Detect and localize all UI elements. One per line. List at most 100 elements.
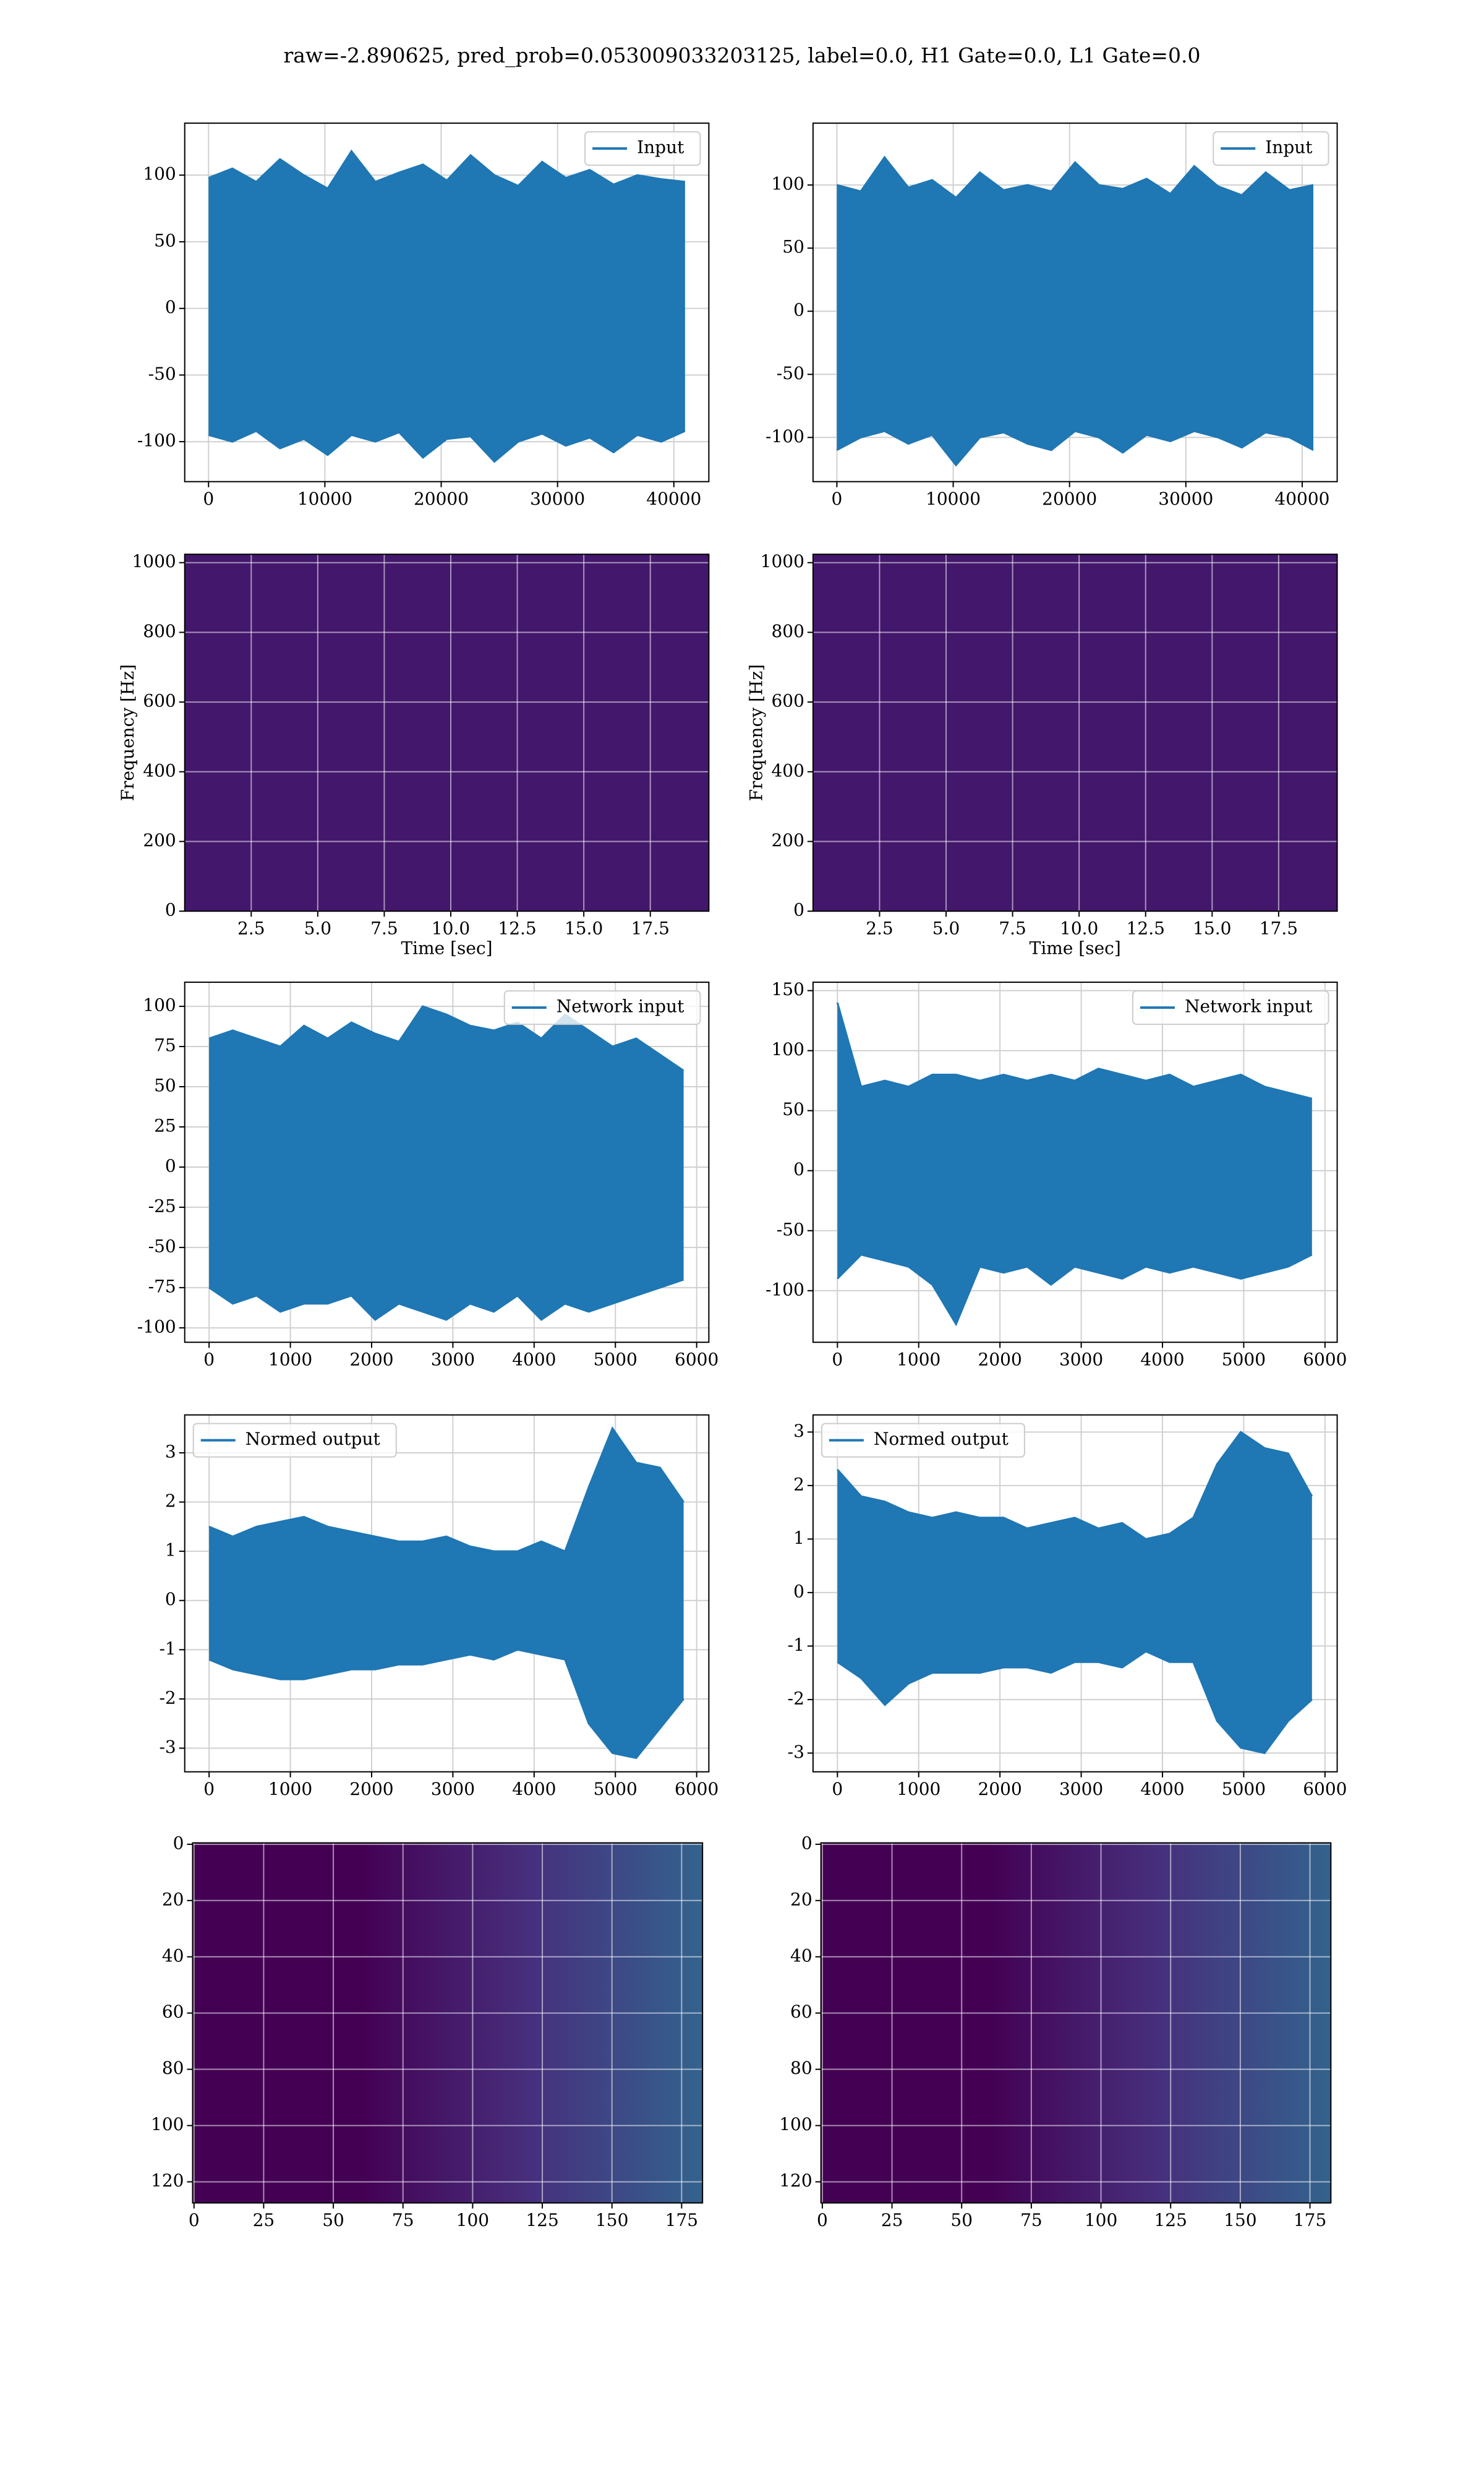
x-tick-label: 20000 (414, 489, 469, 509)
y-tick-label: 100 (143, 164, 176, 184)
x-tick-label: 3000 (431, 1779, 475, 1799)
x-tick-label: 4000 (1140, 1779, 1184, 1799)
legend: Network input (503, 990, 701, 1025)
x-tick-label: 2.5 (237, 918, 265, 939)
x-tick-label: 4000 (512, 1350, 556, 1370)
y-tick-label: 800 (771, 621, 804, 641)
x-tick-label: 3000 (1059, 1350, 1103, 1370)
signal-lower (208, 1278, 684, 1321)
panel: 0 1000 2000 3000 4000 5000 6000 -3 -2 -1 0 1 2 3 Norme… (159, 1414, 719, 1799)
x-tick-label: 0 (189, 2210, 200, 2230)
x-tick-label: 12.5 (498, 918, 536, 939)
y-tick-label: 50 (154, 230, 176, 250)
panel: 0 1000 2000 3000 4000 5000 6000 -100 -50 0 50 100 15… (765, 979, 1347, 1370)
y-tick-label: 120 (151, 2170, 184, 2191)
axes-frame (184, 554, 710, 912)
axes-frame (812, 1414, 1338, 1773)
x-axis-label: Time [sec] (401, 938, 492, 959)
x-tick-label: 10000 (926, 489, 981, 509)
signal-upper (836, 1002, 1313, 1100)
x-tick-label: 150 (1224, 2210, 1256, 2230)
signal-lower (208, 430, 686, 463)
x-tick-label: 25 (881, 2210, 903, 2230)
legend: Input (584, 131, 701, 166)
x-tick-label: 12.5 (1127, 918, 1165, 939)
y-tick-label: 40 (790, 1945, 812, 1966)
x-tick-label: 5.0 (304, 918, 332, 939)
y-tick-label: 2 (165, 1491, 176, 1511)
y-tick-label: 1 (165, 1540, 176, 1560)
y-tick-label: 100 (143, 995, 176, 1016)
legend-label: Network input (1185, 996, 1313, 1017)
y-tick-label: 200 (771, 830, 804, 850)
x-tick-label: 2000 (349, 1350, 393, 1370)
x-tick-label: 150 (595, 2210, 628, 2230)
y-tick-label: 3 (165, 1441, 176, 1462)
spectrogram-image (184, 554, 709, 912)
y-tick-label: 0 (793, 300, 804, 320)
x-tick-label: 175 (1294, 2210, 1326, 2230)
y-tick-label: 0 (793, 1581, 804, 1601)
spectrogram-image (812, 554, 1337, 912)
legend: Normed output (821, 1423, 1025, 1458)
x-tick-label: 0 (203, 1779, 215, 1799)
y-tick-label: 3 (793, 1421, 804, 1441)
y-tick-label: 25 (154, 1115, 176, 1136)
y-tick-label: 20 (162, 1889, 184, 1909)
x-tick-label: 2000 (978, 1350, 1022, 1370)
y-tick-label: 120 (779, 2170, 812, 2191)
y-tick-label: -2 (159, 1687, 176, 1708)
x-tick-label: 50 (950, 2210, 973, 2230)
y-tick-label: 200 (143, 830, 176, 850)
x-tick-label: 2.5 (866, 918, 893, 939)
signal-upper (837, 155, 1314, 199)
axes-frame (812, 554, 1338, 912)
legend-label: Network input (556, 996, 684, 1017)
y-tick-label: 150 (771, 979, 804, 999)
signal-lower (208, 1648, 684, 1760)
y-tick-label: 0 (793, 1159, 804, 1179)
y-tick-label: 100 (151, 2114, 184, 2134)
x-tick-label: 0 (832, 1350, 843, 1370)
legend-box (1213, 131, 1329, 166)
x-tick-label: 3000 (431, 1350, 475, 1370)
x-tick-label: 7.5 (999, 918, 1026, 939)
y-tick-label: 100 (779, 2114, 812, 2134)
figure-title: raw=-2.890625, pred_prob=0.0530090332031… (283, 43, 1200, 68)
y-tick-label: -75 (148, 1276, 176, 1296)
y-tick-label: 60 (162, 2001, 184, 2022)
legend: Network input (1132, 990, 1329, 1025)
legend-label: Input (1265, 137, 1313, 158)
signal-upper (837, 1431, 1313, 1541)
heatmap-image (821, 1843, 1331, 2203)
signal-lower (837, 1650, 1313, 1755)
x-tick-label: 1000 (897, 1779, 940, 1799)
x-tick-label: 100 (1085, 2210, 1117, 2230)
panel: 0 1000 2000 3000 4000 5000 6000 -3 -2 -1 0 1 2 3 Norme… (788, 1414, 1347, 1799)
x-tick-label: 0 (832, 489, 843, 509)
panel: 0 25 50 75 100 125 150 175 0 20 40 60 80 100 120 (779, 1833, 1332, 2230)
y-tick-label: 600 (143, 691, 176, 711)
x-tick-label: 2000 (978, 1779, 1022, 1799)
signal-lower (836, 430, 1314, 467)
axes-frame (812, 982, 1338, 1343)
x-tick-label: 5000 (1222, 1350, 1266, 1370)
legend-label: Normed output (874, 1429, 1009, 1449)
y-tick-label: 0 (173, 1833, 184, 1853)
legend-label: Normed output (245, 1429, 381, 1449)
y-tick-label: 40 (162, 1945, 184, 1966)
y-axis-label: Frequency [Hz] (746, 664, 766, 801)
x-tick-label: 10000 (297, 489, 352, 509)
y-tick-label: -25 (148, 1196, 176, 1216)
signal-upper (208, 1426, 684, 1553)
x-tick-label: 0 (203, 489, 214, 509)
legend-label: Input (637, 137, 684, 158)
x-tick-label: 6000 (675, 1779, 719, 1799)
y-tick-label: 75 (154, 1035, 176, 1056)
y-tick-label: -100 (137, 1316, 176, 1337)
x-tick-label: 10.0 (432, 918, 470, 939)
y-tick-label: 80 (162, 2058, 184, 2078)
x-tick-label: 30000 (1158, 489, 1213, 509)
y-tick-label: 80 (790, 2058, 812, 2078)
